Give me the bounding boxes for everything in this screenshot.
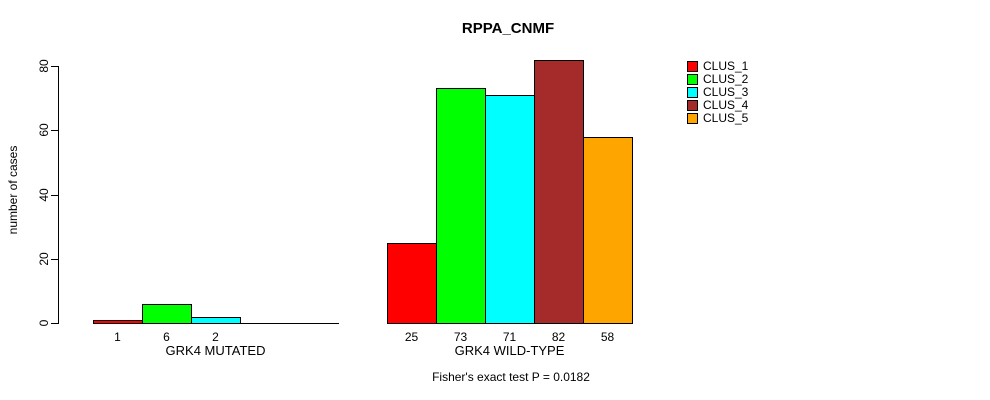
bar-value-label: 25 xyxy=(404,330,419,344)
bar-value-label: 71 xyxy=(502,330,517,344)
legend-label: CLUS_1 xyxy=(703,59,749,73)
legend-label: CLUS_5 xyxy=(703,111,749,125)
bar-clus_5 xyxy=(583,137,633,324)
bar-value-label: 58 xyxy=(600,330,615,344)
legend-label: CLUS_2 xyxy=(703,72,749,86)
bar-value-label: 73 xyxy=(453,330,468,344)
y-tick-label: 0 xyxy=(37,319,51,327)
y-tick-label: 60 xyxy=(37,123,51,137)
bar-clus_1 xyxy=(93,320,143,324)
group-label-2: GRK4 WILD-TYPE xyxy=(454,343,565,358)
legend-label: CLUS_3 xyxy=(703,85,749,99)
bar-value-label: 2 xyxy=(212,330,219,344)
y-tick-label: 20 xyxy=(37,252,51,266)
y-axis-line xyxy=(58,66,59,324)
bar-clus_1 xyxy=(387,243,437,324)
zero-bar-clus_5 xyxy=(289,323,339,324)
fisher-test-annotation: Fisher's exact test P = 0.0182 xyxy=(432,370,590,384)
legend-entry-clus_3: CLUS_3 xyxy=(687,86,748,99)
bar-value-label: 6 xyxy=(163,330,170,344)
zero-bar-clus_4 xyxy=(240,323,290,324)
y-tick-mark xyxy=(51,130,58,131)
legend-swatch-clus_3 xyxy=(687,87,698,98)
y-tick-label: 80 xyxy=(37,59,51,73)
y-tick-mark xyxy=(51,66,58,67)
y-tick-mark xyxy=(51,323,58,324)
bar-clus_3 xyxy=(485,95,535,324)
legend-entry-clus_5: CLUS_5 xyxy=(687,112,748,125)
bar-clus_3 xyxy=(191,317,241,324)
legend: CLUS_1 CLUS_2 CLUS_3 CLUS_4 CLUS_5 xyxy=(687,60,748,125)
legend-swatch-clus_2 xyxy=(687,74,698,85)
chart-title: RPPA_CNMF xyxy=(461,20,555,37)
y-axis-title: number of cases xyxy=(6,145,20,235)
legend-swatch-clus_5 xyxy=(687,113,698,124)
bar-value-label: 82 xyxy=(551,330,566,344)
bar-clus_2 xyxy=(142,304,192,324)
y-tick-mark xyxy=(51,195,58,196)
bar-clus_4 xyxy=(534,60,584,324)
legend-entry-clus_4: CLUS_4 xyxy=(687,99,748,112)
legend-swatch-clus_1 xyxy=(687,61,698,72)
legend-entry-clus_2: CLUS_2 xyxy=(687,73,748,86)
legend-swatch-clus_4 xyxy=(687,100,698,111)
legend-entry-clus_1: CLUS_1 xyxy=(687,60,748,73)
y-tick-label: 40 xyxy=(37,188,51,202)
legend-label: CLUS_4 xyxy=(703,98,749,112)
bar-value-label: 1 xyxy=(114,330,121,344)
y-tick-mark xyxy=(51,259,58,260)
group-label-1: GRK4 MUTATED xyxy=(165,343,266,358)
bar-clus_2 xyxy=(436,88,486,324)
